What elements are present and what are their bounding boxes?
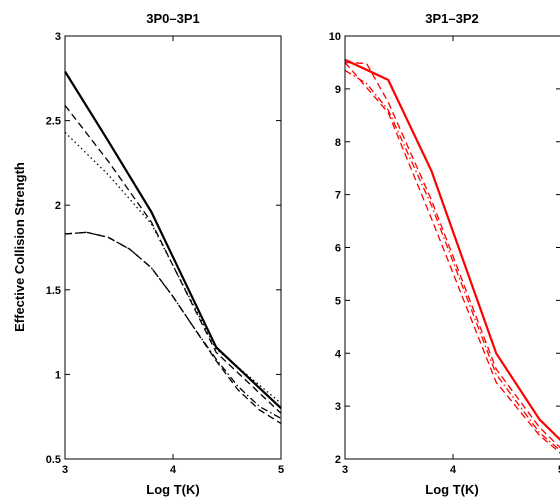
- y-tick-label: 5: [335, 295, 341, 307]
- y-tick-label: 2: [55, 200, 61, 212]
- series-line-dashed: [64, 105, 282, 414]
- series-line-dashdot: [344, 69, 560, 452]
- panel-3p0-3p1: 3P0–3P1 Effective Collision Strength Log…: [12, 11, 284, 497]
- y-tick-label: 6: [335, 243, 341, 255]
- y-tick-label: 1.5: [46, 285, 61, 297]
- x-axis-label: Log T(K): [146, 482, 199, 497]
- series-panel-0: [64, 70, 282, 425]
- y-tick-label: 2: [335, 454, 341, 466]
- chart-title: 3P1–3P2: [425, 11, 479, 26]
- series-panel-1: [344, 58, 560, 454]
- plot-frame: [344, 35, 560, 460]
- series-line-dashed: [64, 231, 282, 425]
- panel-3p1-3p2: 3P1–3P2 Log T(K) 2345678910345: [329, 11, 560, 497]
- y-tick-label: 8: [335, 137, 341, 149]
- x-tick-label: 4: [450, 464, 457, 476]
- chart-title: 3P0–3P1: [146, 11, 200, 26]
- y-tick-label: 1: [55, 369, 61, 381]
- x-tick-label: 5: [278, 464, 284, 476]
- x-tick-label: 4: [170, 464, 177, 476]
- series-line-dashed: [344, 61, 560, 449]
- series-line-solid: [64, 70, 282, 410]
- y-tick-label: 2.5: [46, 116, 61, 128]
- series-line-dashdot: [64, 231, 282, 419]
- x-tick-label: 3: [342, 464, 348, 476]
- y-tick-label: 3: [335, 401, 341, 413]
- plot-frame: [64, 35, 282, 460]
- ticks-panel-1: 2345678910345: [329, 31, 560, 476]
- x-tick-label: 5: [558, 464, 560, 476]
- x-tick-label: 3: [62, 464, 68, 476]
- y-tick-label: 4: [335, 348, 342, 360]
- y-tick-label: 10: [329, 31, 341, 43]
- y-tick-label: 7: [335, 190, 341, 202]
- y-tick-label: 0.5: [46, 454, 61, 466]
- y-tick-label: 3: [55, 31, 61, 43]
- series-line-solid: [344, 58, 560, 442]
- y-tick-label: 9: [335, 84, 341, 96]
- y-axis-label: Effective Collision Strength: [12, 162, 27, 332]
- series-line-dashed: [344, 61, 560, 454]
- x-axis-label: Log T(K): [425, 482, 478, 497]
- series-line-dotted: [64, 131, 282, 404]
